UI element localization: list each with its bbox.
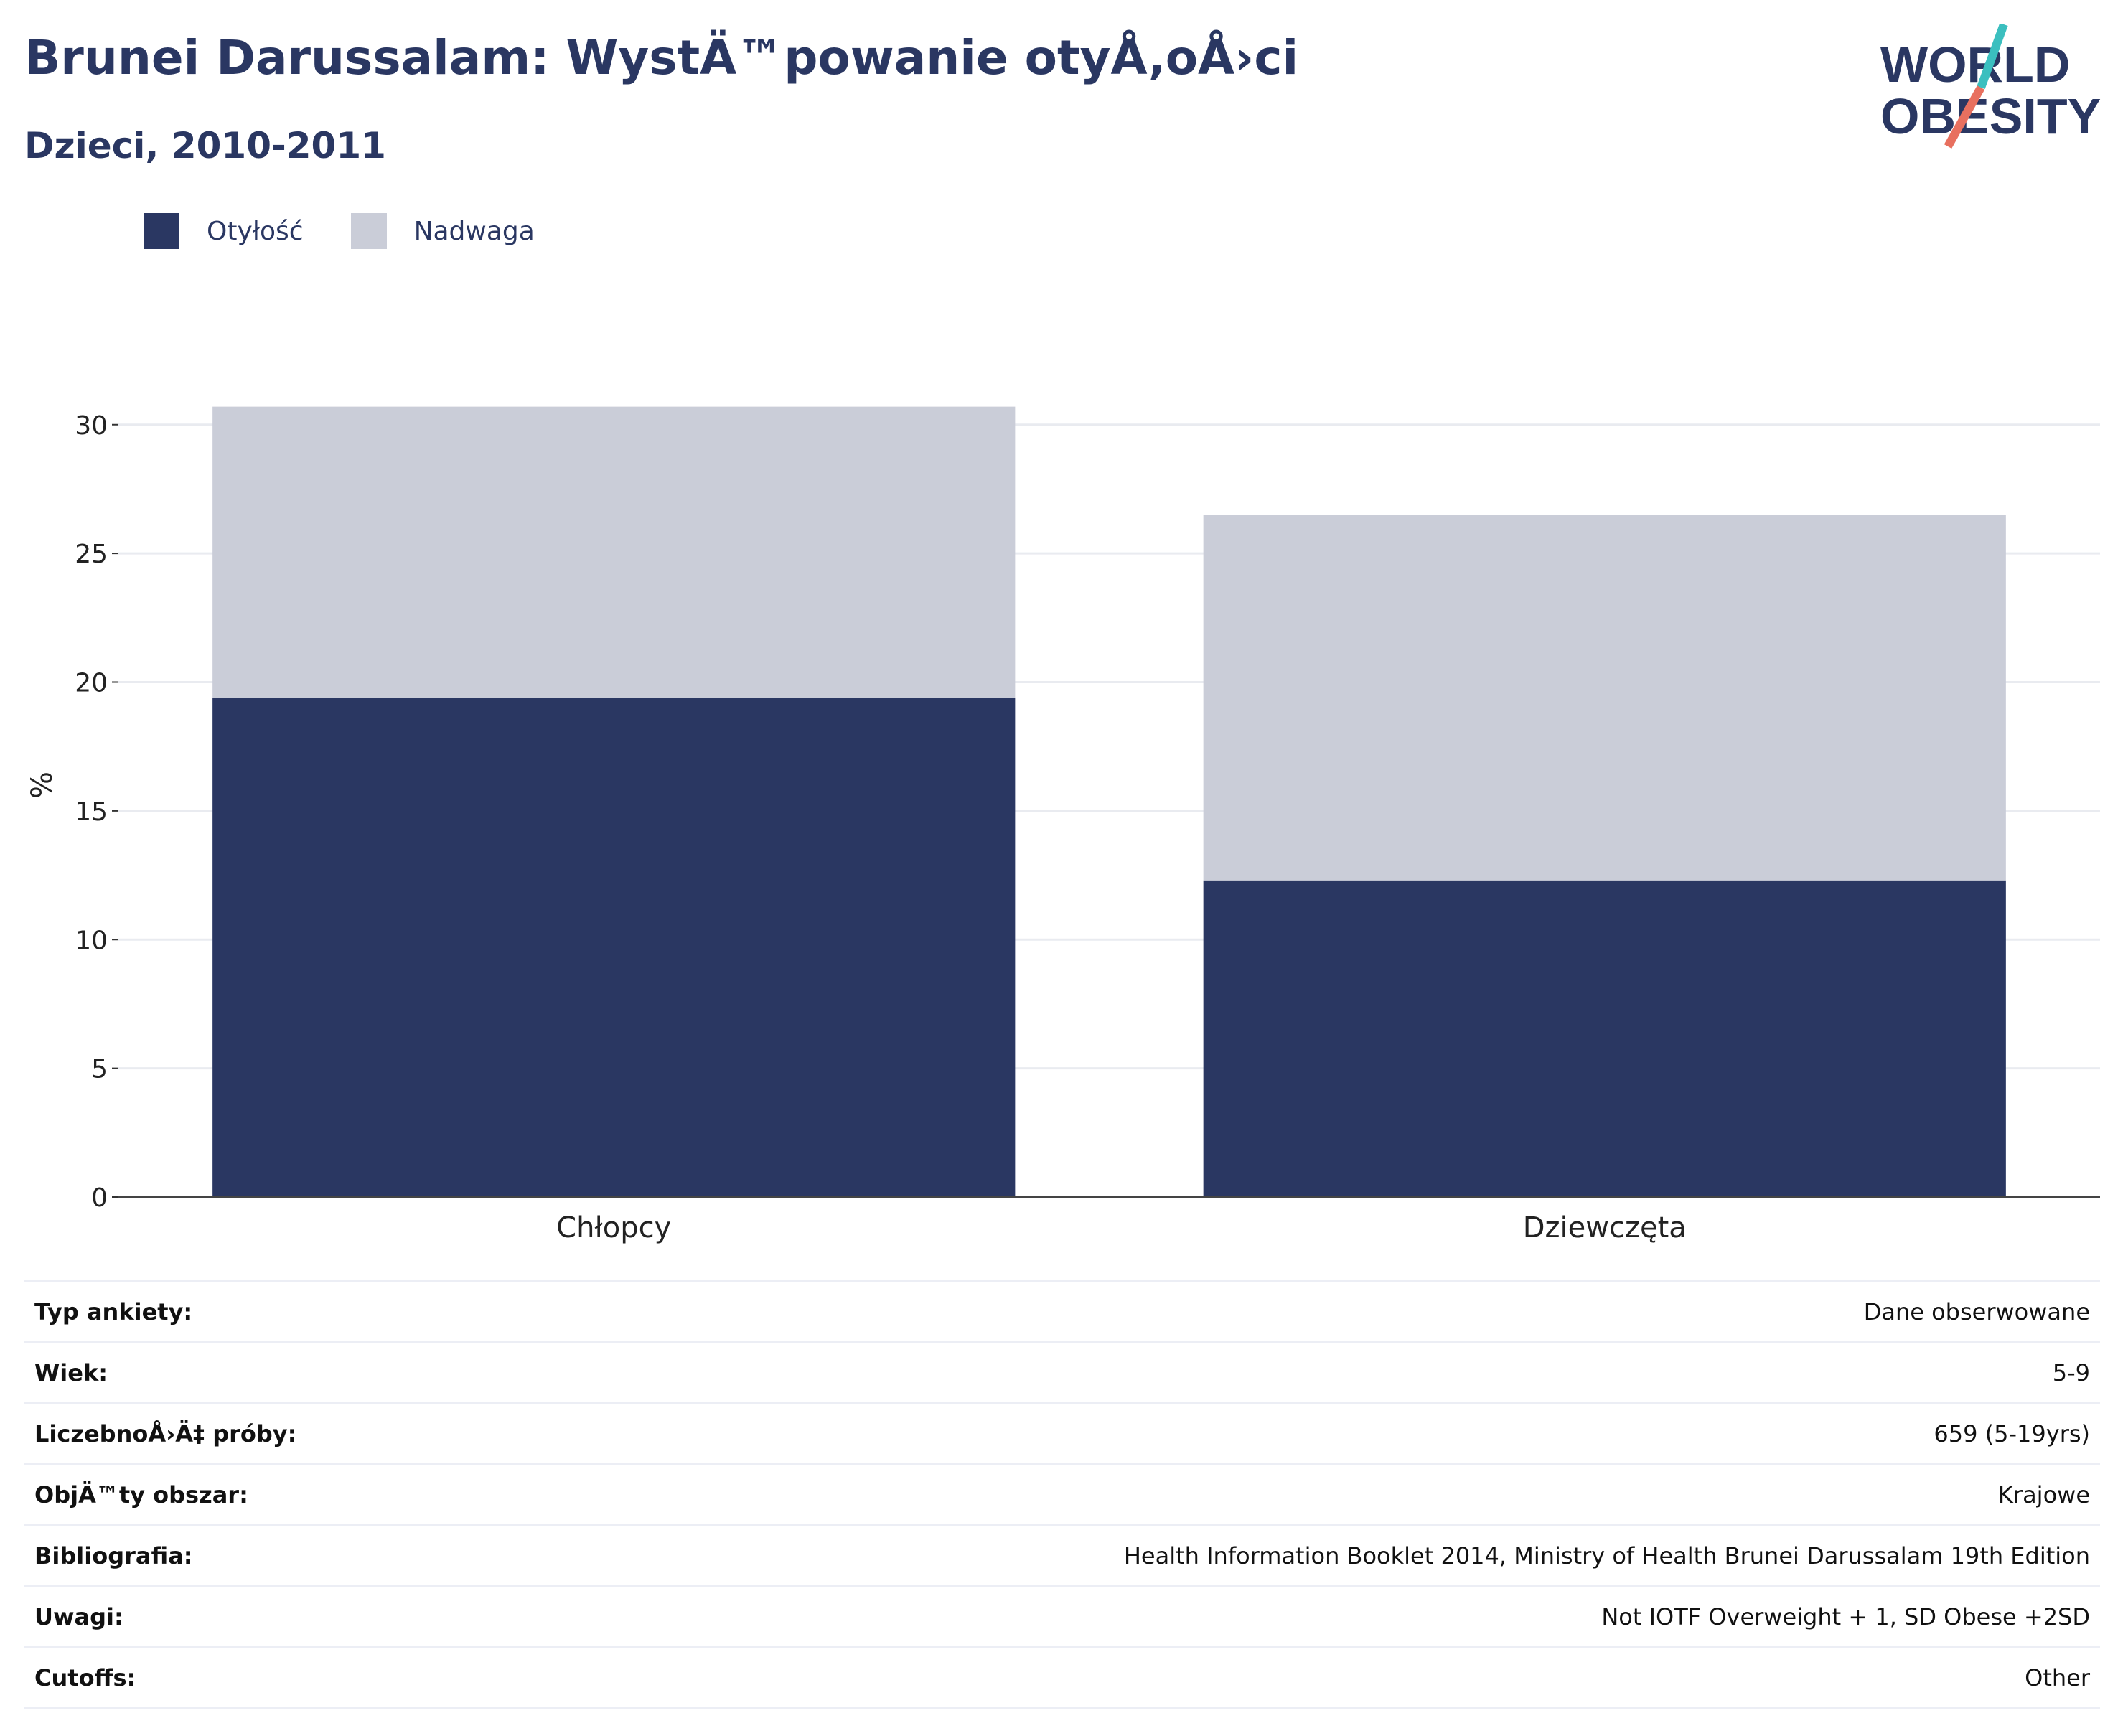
legend-swatch-obesity xyxy=(144,213,179,249)
logo-slash-teal xyxy=(1977,24,2008,90)
bar-overweight[interactable] xyxy=(212,406,1016,698)
x-tick-label: Dziewczęta xyxy=(1523,1211,1687,1244)
info-value: Dane obserwowane xyxy=(1863,1298,2090,1326)
survey-info-table: Typ ankiety: Dane obserwowane Wiek: 5-9 … xyxy=(24,1280,2100,1709)
info-value: Health Information Booklet 2014, Ministr… xyxy=(1123,1542,2090,1570)
info-row-age: Wiek: 5-9 xyxy=(24,1343,2100,1404)
info-row-cutoffs: Cutoffs: Other xyxy=(24,1648,2100,1709)
info-value: 659 (5-19yrs) xyxy=(1934,1420,2090,1448)
info-label: ObjÄ™ty obszar: xyxy=(34,1481,248,1509)
info-value: Not IOTF Overweight + 1, SD Obese +2SD xyxy=(1601,1603,2090,1631)
stacked-bar-chart: 0 5 10 15 20 25 30 Chłopcy Dziewczęta% xyxy=(26,406,2100,1244)
page-subtitle: Dzieci, 2010-2011 xyxy=(24,125,386,166)
y-tick-label: 30 xyxy=(75,411,108,441)
info-value: 5-9 xyxy=(2052,1359,2090,1387)
page-title: Brunei Darussalam: WystÄ™powanie otyÅ‚oÅ… xyxy=(24,30,1299,85)
logo-slash-coral xyxy=(1944,85,1985,149)
legend-swatch-overweight xyxy=(350,213,387,249)
info-row-bibliography: Bibliografia: Health Information Booklet… xyxy=(24,1526,2100,1587)
y-tick-label: 15 xyxy=(75,797,108,827)
y-tick-label: 25 xyxy=(75,540,108,569)
info-row-area: ObjÄ™ty obszar: Krajowe xyxy=(24,1465,2100,1526)
legend-label-overweight: Nadwaga xyxy=(413,216,535,246)
legend-label-obesity: Otyłość xyxy=(207,216,304,246)
bar-obesity[interactable] xyxy=(1203,880,2006,1197)
legend-item-obesity[interactable]: Otyłość xyxy=(144,213,304,249)
world-obesity-logo: WORLD OBESITY xyxy=(1880,24,2101,149)
info-label: Wiek: xyxy=(34,1359,108,1387)
x-tick-label: Chłopcy xyxy=(556,1211,671,1244)
info-label: Cutoffs: xyxy=(34,1664,136,1692)
bar-overweight[interactable] xyxy=(1203,515,2006,881)
logo-line2: OBESITY xyxy=(1880,88,2101,144)
y-tick-label: 5 xyxy=(91,1055,108,1084)
info-row-notes: Uwagi: Not IOTF Overweight + 1, SD Obese… xyxy=(24,1587,2100,1648)
info-label: Bibliografia: xyxy=(34,1542,193,1570)
info-value: Other xyxy=(2025,1664,2090,1692)
info-label: LiczebnoÅ›Ä‡ próby: xyxy=(34,1420,297,1448)
axes: 0 5 10 15 20 25 30 Chłopcy Dziewczęta% xyxy=(26,411,2100,1244)
bars xyxy=(212,406,2006,1197)
info-value: Krajowe xyxy=(1997,1481,2090,1509)
y-tick-label: 0 xyxy=(91,1183,108,1213)
y-tick-label: 20 xyxy=(75,669,108,698)
info-row-sample-size: LiczebnoÅ›Ä‡ próby: 659 (5-19yrs) xyxy=(24,1404,2100,1465)
y-tick-label: 10 xyxy=(75,926,108,955)
bar-obesity[interactable] xyxy=(212,698,1016,1197)
y-axis-label: % xyxy=(26,771,59,799)
chart-legend: Otyłość Nadwaga xyxy=(144,212,582,250)
info-label: Uwagi: xyxy=(34,1603,123,1631)
legend-item-overweight[interactable]: Nadwaga xyxy=(350,213,535,249)
logo-line1: WORLD xyxy=(1880,37,2070,93)
info-row-survey-type: Typ ankiety: Dane obserwowane xyxy=(24,1280,2100,1343)
info-label: Typ ankiety: xyxy=(34,1298,193,1326)
